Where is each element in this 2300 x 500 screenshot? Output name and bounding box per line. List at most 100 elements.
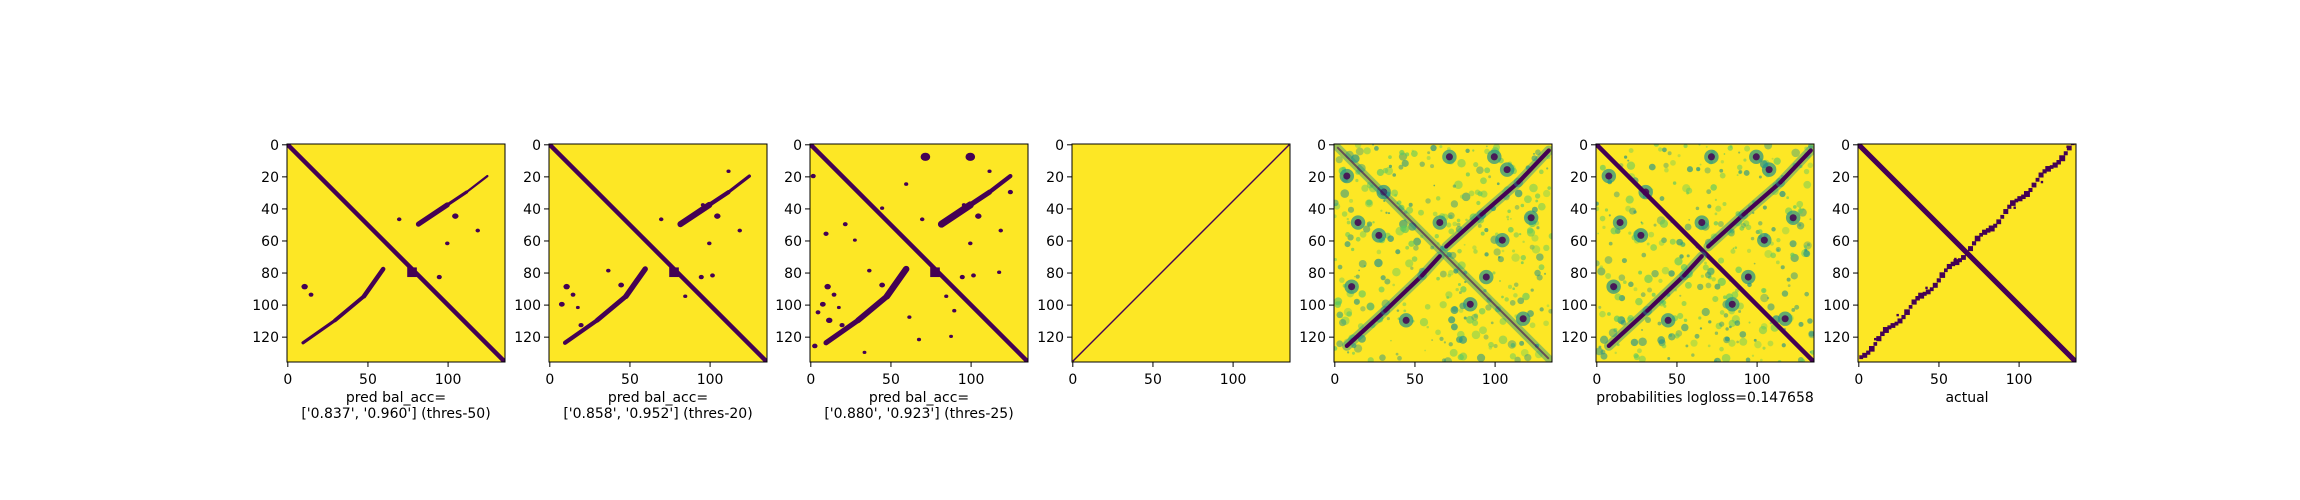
contact-blob — [997, 270, 1002, 275]
probability-speckle — [1355, 147, 1364, 156]
probability-speckle — [1451, 306, 1458, 312]
heatmap-cells — [1334, 144, 1552, 362]
probability-speckle — [1430, 144, 1437, 152]
x-tick-label: 100 — [697, 372, 724, 388]
contact-cell — [1988, 225, 1995, 232]
probability-speckle — [1346, 351, 1350, 354]
probability-speckle — [1507, 284, 1513, 289]
probability-speckle — [1728, 319, 1736, 328]
probability-speckle — [1390, 339, 1392, 342]
y-tick-label: 0 — [1841, 138, 1850, 154]
contact-blob — [407, 267, 417, 278]
probability-speckle — [1722, 202, 1727, 207]
probability-speckle — [1787, 284, 1791, 287]
panel-caption: ['0.880', '0.923'] (thres-25) — [824, 406, 1013, 422]
probability-speckle — [1459, 194, 1464, 199]
probability-speckle — [1738, 310, 1742, 313]
contact-band — [987, 173, 1013, 195]
probability-speckle — [1463, 316, 1467, 320]
probability-speckle — [1493, 248, 1501, 256]
probability-speckle — [1514, 205, 1520, 210]
panel-p1: 0 50 100 0 20 40 60 80 100 120 pred bal_acc=['0.83… — [252, 138, 506, 422]
probability-speckle — [1464, 280, 1467, 284]
probability-speckle — [1488, 175, 1492, 179]
probability-speckle — [1513, 232, 1519, 238]
contact-blob — [308, 292, 314, 297]
probability-speckle — [1334, 214, 1337, 219]
probability-speckle — [1610, 227, 1618, 235]
probability-speckle — [1408, 202, 1413, 207]
probability-speckle — [1448, 316, 1456, 324]
probability-speckle — [1448, 214, 1453, 219]
probability-speckle — [1501, 190, 1505, 193]
contact-cell — [1887, 325, 1892, 330]
contact-blob — [971, 273, 976, 278]
probability-speckle — [1661, 343, 1667, 349]
probability-speckle — [1743, 170, 1750, 176]
contact-cell — [1859, 355, 1864, 360]
probability-speckle — [1399, 149, 1405, 156]
probability-speckle — [1458, 335, 1468, 344]
probability-speckle — [1473, 249, 1478, 254]
probability-speckle — [1443, 341, 1447, 344]
contact-cell — [1876, 336, 1882, 342]
x-tick-label: 50 — [1930, 372, 1948, 388]
probability-speckle — [1531, 245, 1541, 254]
probability-speckle — [1430, 164, 1435, 169]
x-tick-label: 0 — [1068, 372, 1077, 388]
panel-p2: 0 50 100 0 20 40 60 80 100 120 pred bal_acc=['0.85… — [514, 138, 768, 422]
x-tick-label: 0 — [1592, 372, 1601, 388]
contact-blob — [852, 238, 857, 242]
probability-speckle — [1669, 238, 1676, 245]
contact-cell — [1908, 305, 1913, 309]
probability-speckle — [1596, 347, 1604, 356]
contact-cell — [2070, 144, 2075, 146]
probability-speckle — [1717, 221, 1724, 228]
axes-frame — [548, 143, 768, 363]
probability-speckle — [1608, 328, 1618, 338]
probability-speckle — [1658, 278, 1663, 284]
probability-speckle — [1543, 244, 1550, 252]
probability-speckle — [1614, 351, 1617, 355]
probability-speckle — [1659, 219, 1669, 228]
probability-speckle — [1538, 169, 1544, 175]
contact-cell — [2023, 191, 2030, 197]
contact-blob — [824, 283, 831, 290]
probability-speckle — [1471, 313, 1479, 321]
probability-speckle — [1463, 243, 1466, 246]
probability-speckle — [1677, 312, 1684, 320]
probability-speckle — [1676, 238, 1683, 246]
probability-speckle — [1613, 191, 1620, 198]
probability-speckle — [1705, 282, 1712, 289]
probability-speckle — [1739, 337, 1748, 346]
probability-speckle — [1633, 210, 1637, 214]
contact-band — [1606, 308, 1650, 349]
y-tick-label: 40 — [1832, 202, 1850, 218]
y-tick-label: 60 — [523, 234, 541, 250]
probability-speckle — [1548, 309, 1552, 314]
probability-speckle — [1380, 275, 1386, 281]
probability-speckle — [1758, 175, 1762, 179]
probability-speckle — [1447, 212, 1455, 220]
probability-blob — [1490, 153, 1498, 161]
probability-speckle — [1600, 352, 1608, 360]
x-tick-label: 0 — [1330, 372, 1339, 388]
contact-blob — [916, 337, 922, 342]
contact-cell — [2063, 151, 2068, 156]
probability-speckle — [1374, 146, 1379, 151]
contact-blob — [301, 283, 308, 290]
probability-speckle — [1793, 205, 1797, 209]
probability-speckle — [1360, 306, 1366, 312]
probability-speckle — [1683, 318, 1688, 323]
probability-speckle — [1434, 234, 1439, 239]
probability-speckle — [1635, 297, 1643, 306]
probability-speckle — [1702, 264, 1709, 271]
probability-speckle — [1397, 355, 1402, 361]
probability-speckle — [1719, 310, 1725, 315]
probability-speckle — [1477, 191, 1483, 197]
probability-speckle — [1456, 218, 1461, 223]
contact-cell — [1993, 223, 1998, 228]
probability-speckle — [1599, 215, 1606, 222]
probability-speckle — [1335, 156, 1343, 164]
probability-speckle — [1771, 227, 1776, 232]
